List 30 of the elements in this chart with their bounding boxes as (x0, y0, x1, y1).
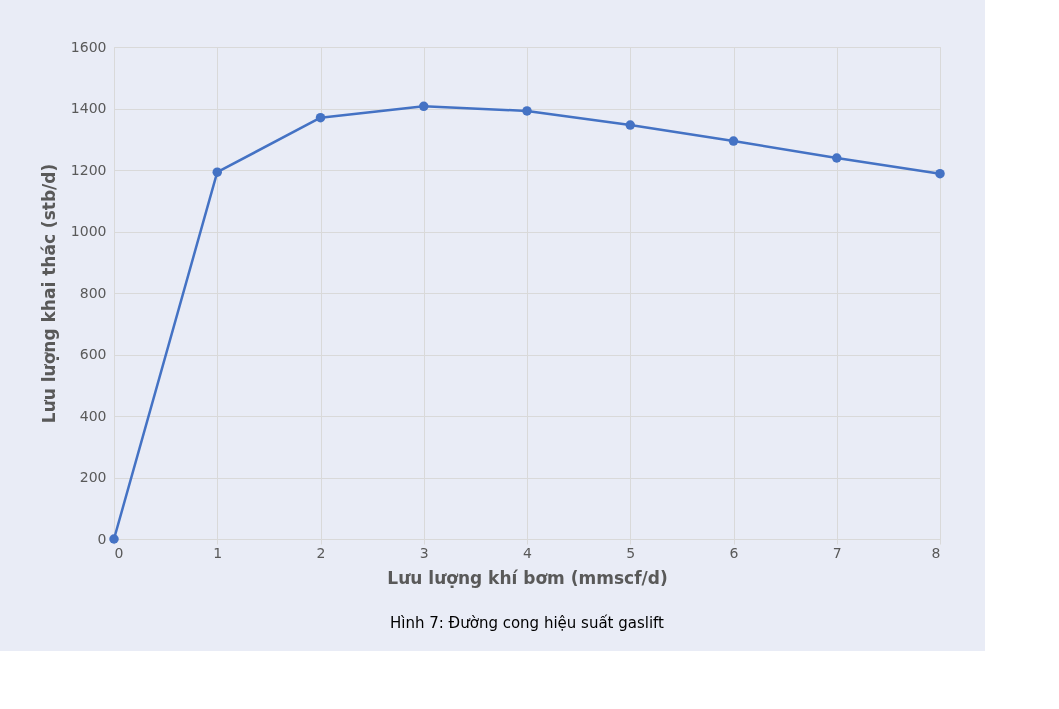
y-tick-label: 400 (79, 407, 107, 424)
point (315, 112, 326, 123)
y-tick-label: 1200 (70, 161, 107, 178)
point (728, 136, 739, 146)
x-tick-label: 8 (931, 544, 941, 561)
y-tick-label: 1600 (70, 38, 107, 55)
x-tick-label: 6 (729, 544, 739, 561)
y-tick-label: 600 (79, 346, 107, 362)
point (832, 153, 842, 163)
x-tick-label: 2 (316, 544, 326, 561)
point (419, 101, 429, 112)
x-axis-title: Lưu lượng khí bơm (mmscf/d) (387, 567, 668, 588)
x-tick-label: 5 (626, 544, 636, 561)
y-tick-label: 200 (79, 469, 107, 485)
point (935, 168, 945, 179)
y-axis-title: Lưu lượng khai thác (stb/d) (38, 163, 59, 424)
point (212, 167, 222, 177)
x-tick-label: 7 (832, 544, 842, 561)
x-tick-label: 4 (523, 544, 533, 561)
y-tick-label: 0 (97, 530, 107, 547)
y-tick-label: 1400 (70, 100, 107, 116)
x-tick-label: 0 (114, 544, 124, 561)
point (522, 106, 532, 116)
text: Hình 7: Đường cong hiệu suất gaslift (389, 614, 665, 632)
x-tick-label: 3 (419, 544, 429, 561)
y-tick-label: 800 (79, 284, 107, 301)
x-tick-label: 1 (213, 544, 223, 561)
point (109, 534, 119, 544)
y-tick-label: 1000 (70, 223, 107, 239)
point (625, 120, 635, 130)
